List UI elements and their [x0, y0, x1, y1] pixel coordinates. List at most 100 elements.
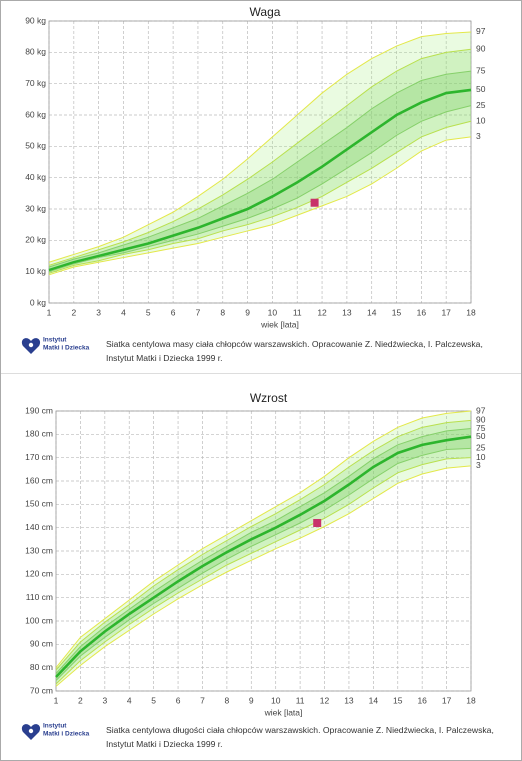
x-tick-label: 11	[296, 695, 305, 705]
x-tick-label: 8	[220, 307, 225, 317]
y-tick-label: 80 cm	[30, 662, 53, 672]
x-tick-label: 14	[369, 695, 379, 705]
percentile-line	[48, 105, 472, 273]
series-label: 97	[476, 26, 486, 36]
logo-icon	[28, 728, 34, 734]
y-tick-label: 90 kg	[25, 15, 46, 25]
series-label: 97	[476, 405, 486, 415]
x-tick-label: 4	[121, 307, 126, 317]
x-tick-label: 5	[151, 695, 156, 705]
x-tick-label: 16	[417, 307, 427, 317]
y-tick-label: 60 kg	[25, 109, 46, 119]
x-tick-label: 12	[320, 695, 330, 705]
x-tick-label: 1	[47, 307, 52, 317]
y-tick-label: 120 cm	[25, 569, 53, 579]
percentile-line	[55, 465, 472, 687]
logo-text: Matki i Dziecka	[43, 731, 90, 738]
y-tick-label: 90 cm	[30, 639, 53, 649]
percentile-band	[56, 411, 471, 687]
y-tick-label: 170 cm	[25, 452, 53, 462]
x-tick-label: 17	[441, 307, 451, 317]
y-tick-label: 40 kg	[25, 172, 46, 182]
series-label: 75	[476, 65, 486, 75]
measurement-point	[310, 198, 319, 207]
logo-icon	[28, 342, 34, 348]
y-tick-label: 180 cm	[25, 429, 53, 439]
x-tick-label: 12	[317, 307, 327, 317]
percentile-line	[55, 428, 472, 674]
percentile-line	[55, 435, 472, 678]
percentile-band	[49, 31, 471, 275]
series-label: 25	[476, 100, 486, 110]
y-tick-label: 10 kg	[25, 266, 46, 276]
percentile-band	[56, 420, 471, 684]
plot-frame	[48, 20, 472, 304]
percentile-line	[48, 70, 472, 268]
x-tick-label: 16	[417, 695, 427, 705]
percentile-line	[48, 48, 472, 266]
percentile-line	[55, 457, 472, 685]
y-tick-label: 190 cm	[25, 405, 53, 415]
x-tick-label: 3	[102, 695, 107, 705]
logo-text: Matki i Dziecka	[43, 345, 90, 352]
x-tick-label: 6	[176, 695, 181, 705]
separator	[1, 373, 521, 374]
caption: Siatka centylowa masy ciała chłopców war…	[106, 339, 483, 363]
x-tick-label: 9	[245, 307, 250, 317]
chart-title: Waga	[250, 5, 281, 19]
x-tick-label: 15	[393, 695, 403, 705]
x-tick-label: 10	[271, 695, 281, 705]
percentile-line	[48, 88, 472, 272]
percentile-line	[55, 419, 472, 671]
x-tick-label: 18	[466, 695, 476, 705]
x-tick-label: 11	[293, 307, 302, 317]
y-tick-label: 100 cm	[25, 615, 53, 625]
series-label: 10	[476, 452, 486, 462]
x-tick-label: 14	[367, 307, 377, 317]
percentile-line	[55, 410, 472, 668]
series-label: 3	[476, 460, 481, 470]
percentile-line	[48, 136, 472, 276]
x-tick-label: 9	[249, 695, 254, 705]
y-tick-label: 70 cm	[30, 685, 53, 695]
x-axis-label: wiek [lata]	[264, 707, 303, 717]
series-label: 3	[476, 131, 481, 141]
x-tick-label: 8	[225, 695, 230, 705]
x-tick-label: 1	[54, 695, 59, 705]
percentile-line	[48, 31, 472, 263]
x-tick-label: 13	[342, 307, 352, 317]
series-label: 90	[476, 415, 486, 425]
y-tick-label: 140 cm	[25, 522, 53, 532]
y-tick-label: 70 kg	[25, 78, 46, 88]
series-label: 90	[476, 43, 486, 53]
measurement-point	[313, 519, 322, 527]
x-tick-label: 17	[442, 695, 452, 705]
chart-title: Wzrost	[250, 391, 288, 405]
y-tick-label: 30 kg	[25, 203, 46, 213]
series-label: 50	[476, 84, 486, 94]
logo-text: Instytut	[43, 337, 67, 344]
series-label: 50	[476, 431, 486, 441]
y-tick-label: 80 kg	[25, 47, 46, 57]
x-tick-label: 13	[344, 695, 354, 705]
series-label: 25	[476, 443, 486, 453]
x-tick-label: 6	[171, 307, 176, 317]
y-tick-label: 20 kg	[25, 235, 46, 245]
x-tick-label: 3	[96, 307, 101, 317]
y-tick-label: 50 kg	[25, 141, 46, 151]
x-tick-label: 15	[392, 307, 402, 317]
percentile-band	[49, 71, 471, 272]
x-tick-label: 10	[268, 307, 278, 317]
x-tick-label: 7	[200, 695, 205, 705]
y-tick-label: 0 kg	[30, 297, 46, 307]
y-tick-label: 160 cm	[25, 475, 53, 485]
x-tick-label: 18	[466, 307, 476, 317]
x-tick-label: 4	[127, 695, 132, 705]
x-tick-label: 2	[71, 307, 76, 317]
y-tick-label: 150 cm	[25, 499, 53, 509]
percentile-band	[49, 49, 471, 274]
plot-frame	[55, 410, 472, 692]
caption: Siatka centylowa długości ciała chłopców…	[106, 725, 494, 749]
